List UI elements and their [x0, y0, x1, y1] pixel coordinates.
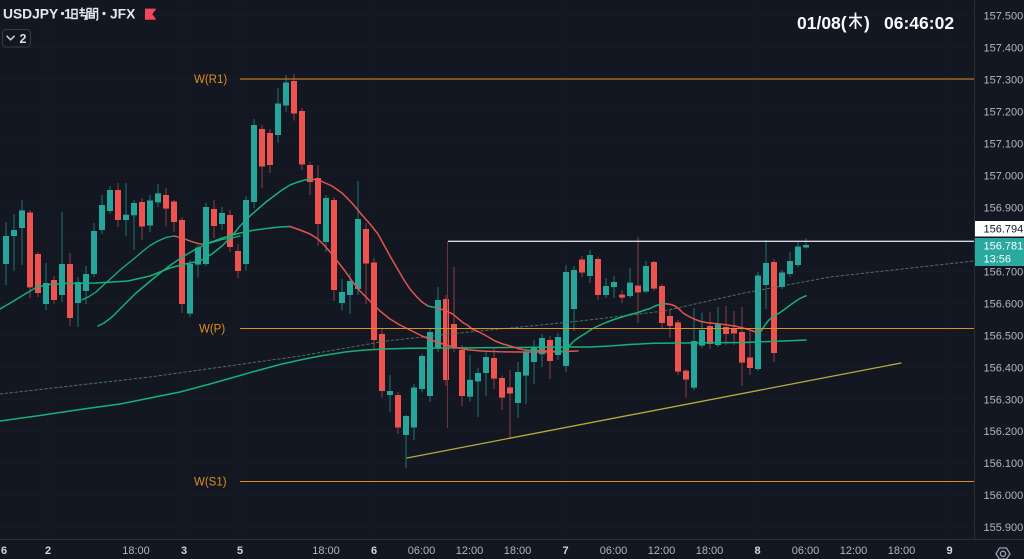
svg-text:18:00: 18:00 — [696, 545, 724, 557]
svg-text:157.400: 157.400 — [984, 43, 1024, 55]
svg-text:W(S1): W(S1) — [194, 477, 227, 489]
svg-text:156.600: 156.600 — [984, 298, 1024, 310]
svg-text:3: 3 — [181, 545, 187, 557]
svg-text:156.700: 156.700 — [984, 266, 1024, 278]
svg-text:18:00: 18:00 — [122, 545, 150, 557]
svg-text:W(P): W(P) — [199, 324, 225, 336]
svg-text:5: 5 — [237, 545, 243, 557]
svg-text:18:00: 18:00 — [504, 545, 532, 557]
svg-text:W(R1): W(R1) — [194, 74, 227, 86]
svg-text:12:00: 12:00 — [840, 545, 868, 557]
svg-text:06:00: 06:00 — [792, 545, 820, 557]
svg-text:156.000: 156.000 — [984, 490, 1024, 502]
svg-text:156.781: 156.781 — [984, 241, 1024, 253]
svg-text:157.000: 157.000 — [984, 170, 1024, 182]
svg-text:156.300: 156.300 — [984, 394, 1024, 406]
svg-text:7: 7 — [562, 545, 568, 557]
svg-text:01/08(: 01/08( — [797, 13, 847, 33]
svg-text:2: 2 — [20, 32, 27, 46]
svg-text:12:00: 12:00 — [456, 545, 484, 557]
svg-text:): ) — [864, 13, 870, 33]
svg-text:157.200: 157.200 — [984, 106, 1024, 118]
svg-text:156.900: 156.900 — [984, 202, 1024, 214]
svg-text:157.500: 157.500 — [984, 11, 1024, 23]
svg-text:156.794: 156.794 — [984, 224, 1024, 236]
svg-text:9: 9 — [946, 545, 952, 557]
svg-text:12:00: 12:00 — [648, 545, 676, 557]
svg-text:13:56: 13:56 — [984, 254, 1012, 266]
svg-text:6: 6 — [1, 545, 7, 557]
svg-text:155.900: 155.900 — [984, 522, 1024, 534]
svg-text:06:00: 06:00 — [408, 545, 436, 557]
svg-text:156.400: 156.400 — [984, 362, 1024, 374]
svg-text:18:00: 18:00 — [888, 545, 916, 557]
svg-text:8: 8 — [754, 545, 760, 557]
svg-text:156.100: 156.100 — [984, 458, 1024, 470]
svg-text:157.100: 157.100 — [984, 138, 1024, 150]
svg-text:157.300: 157.300 — [984, 75, 1024, 87]
svg-text:1: 1 — [64, 6, 72, 21]
svg-text:06:46:02: 06:46:02 — [884, 13, 954, 33]
svg-text:2: 2 — [45, 545, 51, 557]
svg-text:18:00: 18:00 — [312, 545, 340, 557]
svg-text:JFX: JFX — [110, 6, 136, 21]
svg-text:6: 6 — [371, 545, 377, 557]
svg-text:156.500: 156.500 — [984, 330, 1024, 342]
svg-text:06:00: 06:00 — [600, 545, 628, 557]
svg-text:156.200: 156.200 — [984, 426, 1024, 438]
svg-text:USDJPY: USDJPY — [3, 6, 58, 21]
